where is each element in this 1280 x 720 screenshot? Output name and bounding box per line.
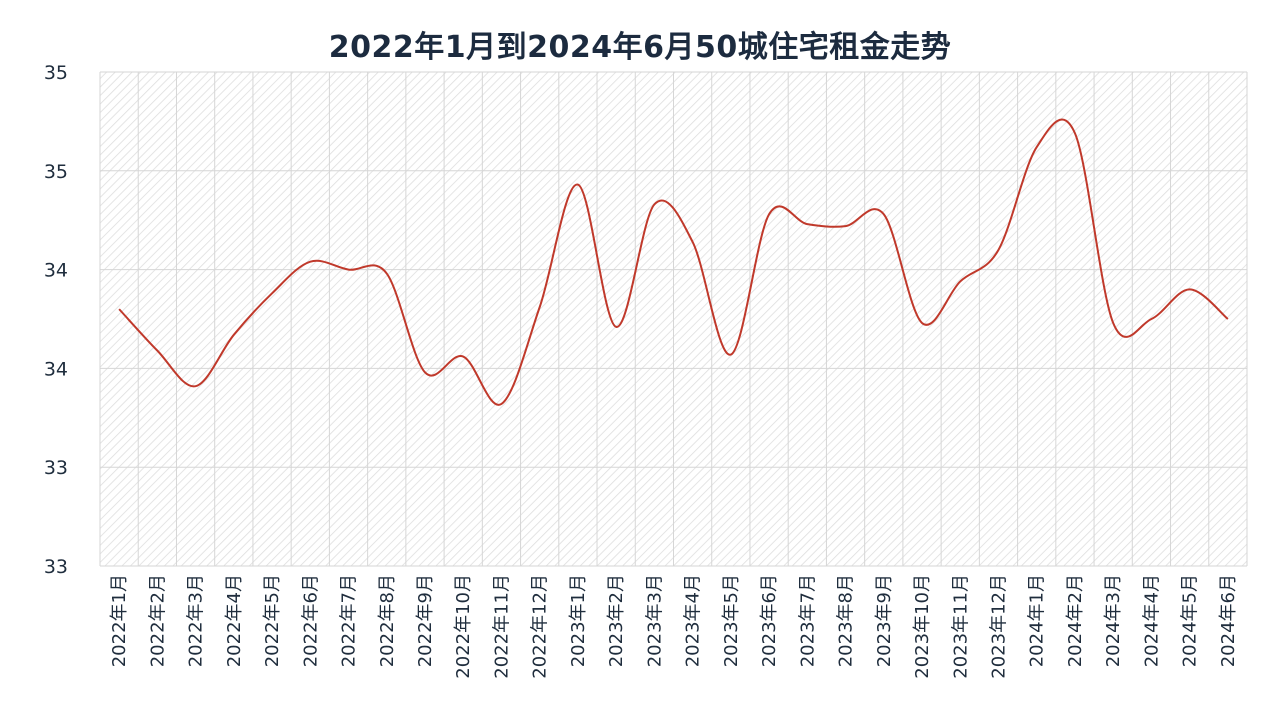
x-tick-label: 2023年5月 (721, 574, 742, 667)
data-point (614, 325, 618, 329)
y-tick-label: 35 (44, 161, 68, 183)
data-point (805, 222, 809, 226)
series-line (118, 118, 1229, 406)
x-tick-label: 2023年6月 (759, 574, 780, 667)
grid-lines (99, 71, 1248, 567)
x-tick-label: 2023年4月 (683, 574, 704, 667)
data-point (1226, 317, 1230, 321)
data-point (1149, 317, 1153, 321)
data-point (1111, 321, 1115, 325)
y-axis: 33 33 34 34 35 35 (44, 62, 68, 578)
y-tick-label: 33 (44, 457, 68, 479)
x-tick-label: 2024年6月 (1218, 574, 1239, 667)
data-point (461, 355, 465, 359)
x-tick-label: 2023年10月 (912, 574, 933, 679)
x-tick-label: 2024年4月 (1141, 574, 1162, 667)
x-tick-label: 2022年4月 (224, 574, 245, 667)
data-point (1188, 287, 1192, 291)
data-point (729, 353, 733, 357)
x-tick-label: 2023年7月 (797, 574, 818, 667)
x-tick-label: 2023年1月 (568, 574, 589, 667)
x-tick-label: 2024年2月 (1065, 574, 1086, 667)
data-point (844, 224, 848, 228)
x-tick-label: 2022年12月 (530, 574, 551, 679)
x-tick-label: 2023年11月 (950, 574, 971, 679)
y-tick-label: 34 (44, 260, 68, 282)
x-tick-label: 2022年8月 (377, 574, 398, 667)
y-tick-label: 35 (44, 62, 68, 84)
data-point (155, 349, 159, 353)
x-tick-label: 2023年8月 (836, 574, 857, 667)
data-point (882, 212, 886, 216)
x-tick-label: 2022年1月 (109, 574, 130, 667)
chart-title: 2022年1月到2024年6月50城住宅租金走势 (328, 30, 952, 65)
x-tick-label: 2022年7月 (339, 574, 360, 667)
data-point (652, 202, 656, 206)
x-tick-label: 2022年11月 (491, 574, 512, 679)
x-tick-label: 2022年2月 (147, 574, 168, 667)
x-tick-label: 2024年5月 (1180, 574, 1201, 667)
data-point (499, 402, 503, 406)
data-point (996, 248, 1000, 252)
data-point (1073, 131, 1077, 135)
x-tick-label: 2023年2月 (606, 574, 627, 667)
data-point (347, 268, 351, 272)
y-tick-label: 33 (44, 556, 68, 578)
x-tick-label: 2023年9月 (874, 574, 895, 667)
x-tick-label: 2023年12月 (988, 574, 1009, 679)
x-tick-label: 2022年6月 (300, 574, 321, 667)
data-point (767, 212, 771, 216)
x-tick-label: 2022年3月 (186, 574, 207, 667)
data-point (270, 291, 274, 295)
data-point (232, 333, 236, 337)
x-axis: 2022年1月 2022年2月 2022年3月 2022年4月 2022年5月 2022年… (109, 574, 1239, 679)
data-point (1035, 145, 1039, 149)
data-point (576, 183, 580, 187)
x-tick-label: 2022年5月 (262, 574, 283, 667)
data-point (308, 260, 312, 264)
x-tick-label: 2024年3月 (1103, 574, 1124, 667)
data-point (117, 307, 121, 311)
data-point (691, 240, 695, 244)
x-tick-label: 2024年1月 (1027, 574, 1048, 667)
data-point (194, 384, 198, 388)
data-point (920, 321, 924, 325)
x-tick-label: 2023年3月 (644, 574, 665, 667)
x-tick-label: 2022年9月 (415, 574, 436, 667)
data-point (385, 272, 389, 276)
data-point (423, 370, 427, 374)
data-point (958, 279, 962, 283)
data-point (538, 305, 542, 309)
y-tick-label: 34 (44, 358, 68, 380)
x-tick-label: 2022年10月 (453, 574, 474, 679)
